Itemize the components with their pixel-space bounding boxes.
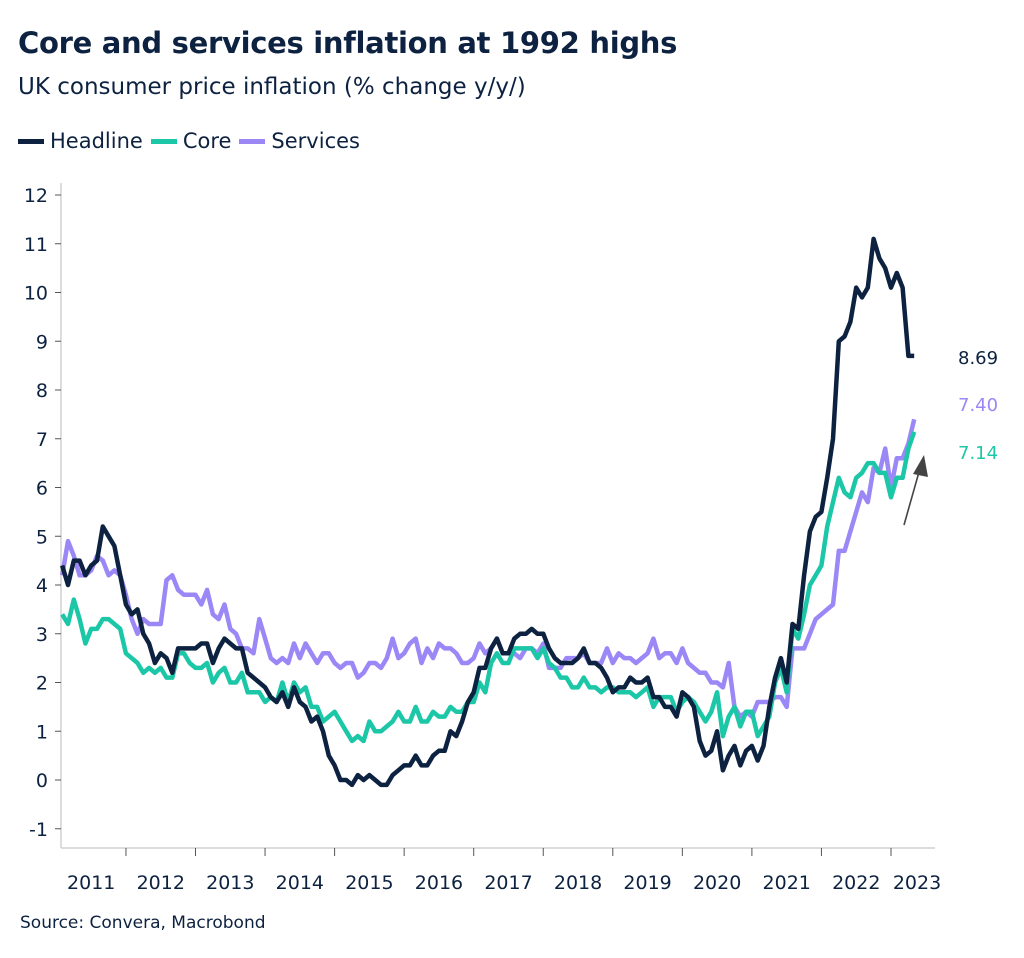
x-tick-label: 2020 bbox=[693, 872, 741, 894]
legend: Headline Core Services bbox=[18, 129, 368, 153]
chart-title: Core and services inflation at 1992 high… bbox=[18, 26, 678, 60]
y-tick-label: 9 bbox=[36, 331, 48, 353]
y-tick-label: 0 bbox=[36, 770, 48, 792]
y-tick-label: 2 bbox=[36, 673, 48, 695]
y-tick-label: 10 bbox=[24, 283, 48, 305]
x-tick-label: 2021 bbox=[763, 872, 811, 894]
legend-swatch bbox=[150, 138, 177, 144]
legend-label: Core bbox=[182, 129, 232, 153]
annotation-arrow-shaft bbox=[903, 471, 920, 526]
x-tick-label: 2019 bbox=[623, 872, 671, 894]
x-tick-label: 2014 bbox=[276, 872, 324, 894]
end-value-label-services: 7.40 bbox=[958, 395, 998, 416]
chart-subtitle: UK consumer price inflation (% change y/… bbox=[18, 74, 526, 100]
legend-label: Headline bbox=[50, 129, 143, 153]
y-tick-label: 3 bbox=[36, 624, 48, 646]
legend-item-headline: Headline bbox=[18, 129, 143, 153]
legend-swatch bbox=[239, 138, 266, 144]
x-tick-label: 2015 bbox=[345, 872, 393, 894]
x-tick-label: 2016 bbox=[415, 872, 463, 894]
y-tick-label: 4 bbox=[36, 575, 48, 597]
y-tick-label: 1 bbox=[36, 721, 48, 743]
x-tick-label: 2011 bbox=[67, 872, 115, 894]
y-tick-label: 6 bbox=[36, 478, 48, 500]
y-tick-label: 11 bbox=[24, 234, 48, 256]
legend-item-services: Services bbox=[239, 129, 360, 153]
x-tick-label: 2012 bbox=[137, 872, 185, 894]
end-value-label-headline: 8.69 bbox=[958, 348, 998, 369]
x-tick-label: 2018 bbox=[554, 872, 602, 894]
y-tick-label: 12 bbox=[24, 185, 48, 207]
x-tick-label: 2023 bbox=[893, 872, 941, 894]
annotation-arrow-head-icon bbox=[913, 455, 928, 477]
y-tick-label: 7 bbox=[36, 429, 48, 451]
x-tick-label: 2022 bbox=[832, 872, 880, 894]
x-tick-label: 2013 bbox=[206, 872, 254, 894]
end-value-label-core: 7.14 bbox=[958, 443, 998, 464]
source-note: Source: Convera, Macrobond bbox=[20, 913, 266, 933]
legend-item-core: Core bbox=[150, 129, 232, 153]
series-line-headline bbox=[60, 236, 915, 788]
legend-swatch bbox=[18, 138, 44, 144]
y-tick-label: 8 bbox=[36, 380, 48, 402]
x-tick-label: 2017 bbox=[484, 872, 532, 894]
legend-label: Services bbox=[271, 129, 360, 153]
y-tick-label: 5 bbox=[36, 526, 48, 548]
y-tick-label: -1 bbox=[29, 819, 48, 841]
